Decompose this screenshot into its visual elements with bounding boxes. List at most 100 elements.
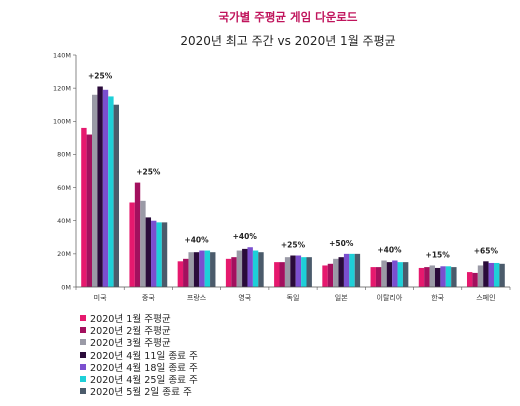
- legend-item: 2020년 4월 11일 종료 주: [80, 349, 198, 362]
- legend-label: 2020년 5월 2일 종료 주: [90, 387, 192, 399]
- category-label: 미국: [94, 293, 107, 302]
- y-axis: 0M 20M 40M 60M 80M 100M 120M 140M: [53, 51, 77, 291]
- bar: [424, 267, 430, 287]
- legend-item: 2020년 5월 2일 종료 주: [80, 385, 198, 399]
- bar: [440, 266, 446, 287]
- legend-label: 2020년 4월 11일 종료 주: [90, 350, 198, 362]
- bar: [295, 255, 302, 287]
- y-tick-label: 100M: [53, 118, 71, 126]
- bar: [145, 217, 152, 287]
- legend-swatch: [80, 363, 86, 370]
- bar: [81, 127, 87, 287]
- category-label: 스페인: [476, 293, 495, 302]
- bar: [97, 86, 103, 288]
- y-tick-label: 60M: [57, 184, 71, 192]
- bar: [134, 182, 141, 287]
- growth-annotation: +50%: [329, 239, 354, 248]
- bar: [301, 257, 307, 287]
- bar: [306, 257, 312, 287]
- legend-swatch: [80, 376, 86, 383]
- bar: [375, 267, 382, 287]
- growth-annotation: +40%: [233, 232, 258, 241]
- bar: [343, 253, 350, 287]
- y-tick-label: 40M: [57, 217, 71, 225]
- bar: [327, 263, 334, 287]
- bar: [445, 266, 452, 287]
- bar: [108, 96, 114, 288]
- x-axis: 미국 중국 프랑스 영국 독일 일본 이탈리아 한국 스페인: [75, 286, 511, 302]
- legend-item: 2020년 3월 주평균: [80, 336, 198, 350]
- bar: [381, 260, 387, 287]
- category-label: 이탈리아: [377, 293, 403, 302]
- bar: [483, 261, 489, 287]
- bar: [466, 272, 473, 287]
- bar: [488, 262, 494, 287]
- legend-swatch: [80, 351, 86, 358]
- bar: [274, 262, 280, 287]
- y-tick-label: 80M: [57, 151, 71, 159]
- category-label: 영국: [238, 293, 251, 302]
- bar: [386, 262, 393, 287]
- bar: [113, 104, 120, 288]
- legend-item: 2020년 2월 주평균: [80, 324, 198, 338]
- legend-label: 2020년 4월 18일 종료 주: [90, 362, 198, 374]
- legend-swatch: [80, 327, 86, 334]
- legend-item: 2020년 4월 25일 종료 주: [80, 373, 198, 386]
- bar: [204, 250, 211, 287]
- bar: [193, 252, 200, 287]
- legend-item: 2020년 1월 주평균: [80, 312, 198, 326]
- bar: [177, 261, 184, 287]
- chart-title: 국가별 주평균 게임 다운로드: [219, 10, 358, 24]
- bar: [242, 248, 248, 287]
- bar: [397, 262, 403, 287]
- legend-label: 2020년 3월 주평균: [90, 338, 171, 350]
- bar: [499, 263, 505, 287]
- growth-annotation: +25%: [136, 168, 161, 177]
- bar: [92, 94, 98, 288]
- growth-annotation: +65%: [474, 246, 499, 255]
- bar: [429, 265, 435, 287]
- legend-item: 2020년 4월 18일 종료 주: [80, 361, 198, 374]
- category-label: 한국: [431, 294, 444, 302]
- bars: [81, 86, 505, 288]
- y-tick-label: 120M: [53, 84, 71, 92]
- bar: [252, 250, 259, 287]
- bar: [210, 252, 216, 287]
- legend-swatch: [80, 339, 86, 346]
- annotations: +25% +25% +40% +40% +25% +50% +40% +15% +65%: [88, 71, 498, 259]
- bar: [472, 272, 478, 287]
- bar: [188, 252, 194, 287]
- bar: [392, 260, 398, 287]
- legend-label: 2020년 2월 주평균: [90, 326, 171, 338]
- growth-annotation: +40%: [377, 245, 402, 254]
- bar: [333, 258, 339, 287]
- bar: [102, 89, 109, 287]
- category-label: 중국: [142, 294, 155, 302]
- bar: [418, 267, 425, 287]
- bar: [86, 134, 93, 287]
- bar: [199, 250, 205, 287]
- bar: [284, 257, 291, 287]
- bar: [338, 257, 344, 287]
- chart: 국가별 주평균 게임 다운로드 2020년 최고 주간 vs 2020년 1월 …: [53, 10, 511, 302]
- y-tick-label: 140M: [53, 51, 71, 59]
- bar: [354, 253, 361, 287]
- bar: [402, 262, 409, 287]
- legend-swatch: [80, 315, 86, 322]
- category-label: 일본: [335, 293, 348, 302]
- y-tick-label: 0M: [61, 283, 71, 291]
- y-tick-label: 20M: [57, 250, 71, 258]
- bar: [129, 202, 135, 287]
- category-label: 프랑스: [187, 294, 207, 302]
- bar: [493, 262, 500, 287]
- growth-annotation: +25%: [281, 241, 306, 250]
- bar: [349, 253, 355, 287]
- bar: [156, 222, 162, 287]
- bar: [236, 250, 243, 287]
- chart-subtitle: 2020년 최고 주간 vs 2020년 1월 주평균: [180, 34, 395, 48]
- bar: [231, 257, 237, 287]
- bar: [258, 252, 264, 287]
- growth-annotation: +15%: [426, 250, 451, 259]
- legend-label: 2020년 1월 주평균: [90, 314, 171, 326]
- bar: [370, 267, 376, 287]
